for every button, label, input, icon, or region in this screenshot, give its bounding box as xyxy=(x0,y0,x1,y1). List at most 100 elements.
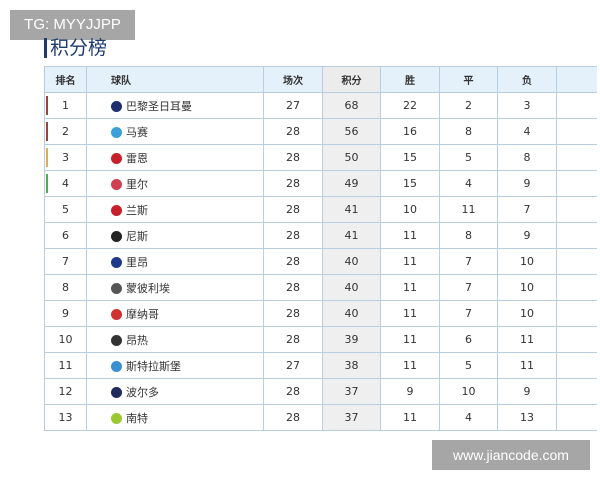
rank-cell: 6 xyxy=(44,222,87,249)
extra-cell xyxy=(556,118,597,145)
team-cell[interactable]: 雷恩 xyxy=(86,144,264,171)
wins: 15 xyxy=(380,170,440,197)
extra-cell xyxy=(556,196,597,223)
team-badge-icon xyxy=(111,230,122,242)
team-cell[interactable]: 巴黎圣日耳曼 xyxy=(86,92,264,119)
extra-cell xyxy=(556,170,597,197)
table-row[interactable]: 2 马赛 28 56 16 8 4 xyxy=(44,118,597,145)
team-badge-icon xyxy=(111,100,122,112)
team-cell[interactable]: 蒙彼利埃 xyxy=(86,274,264,301)
team-cell[interactable]: 里昂 xyxy=(86,248,264,275)
losses: 7 xyxy=(497,196,557,223)
zone-indicator xyxy=(46,174,48,193)
standings-table: 排名 球队 场次 积分 胜 平 负 1 巴黎圣日耳曼 27 68 22 2 3 … xyxy=(44,66,597,431)
team-cell[interactable]: 摩纳哥 xyxy=(86,300,264,327)
table-row[interactable]: 12 波尔多 28 37 9 10 9 xyxy=(44,378,597,405)
points: 38 xyxy=(322,352,381,379)
header-draws[interactable]: 平 xyxy=(439,66,498,93)
rank: 7 xyxy=(62,255,69,268)
team-cell[interactable]: 里尔 xyxy=(86,170,264,197)
rank-cell: 3 xyxy=(44,144,87,171)
table-row[interactable]: 7 里昂 28 40 11 7 10 xyxy=(44,248,597,275)
team-cell[interactable]: 马赛 xyxy=(86,118,264,145)
team-name[interactable]: 巴黎圣日耳曼 xyxy=(126,99,192,113)
header-wins[interactable]: 胜 xyxy=(380,66,440,93)
team-name[interactable]: 南特 xyxy=(126,411,148,425)
team-badge-icon xyxy=(111,360,122,372)
extra-cell xyxy=(556,92,597,119)
points: 50 xyxy=(322,144,381,171)
header-team[interactable]: 球队 xyxy=(86,66,264,93)
rank: 3 xyxy=(62,151,69,164)
zone-indicator xyxy=(46,148,48,167)
rank-cell: 2 xyxy=(44,118,87,145)
header-rank[interactable]: 排名 xyxy=(44,66,87,93)
team-name[interactable]: 昂热 xyxy=(126,333,148,347)
team-cell[interactable]: 昂热 xyxy=(86,326,264,353)
team-badge-icon xyxy=(111,308,122,320)
team-name[interactable]: 里尔 xyxy=(126,177,148,191)
table-header: 排名 球队 场次 积分 胜 平 负 xyxy=(44,66,597,93)
rank: 1 xyxy=(62,99,69,112)
team-cell[interactable]: 南特 xyxy=(86,404,264,431)
team-name[interactable]: 波尔多 xyxy=(126,385,159,399)
header-losses[interactable]: 负 xyxy=(497,66,557,93)
table-row[interactable]: 13 南特 28 37 11 4 13 xyxy=(44,404,597,431)
rank: 4 xyxy=(62,177,69,190)
team-cell[interactable]: 尼斯 xyxy=(86,222,264,249)
draws: 5 xyxy=(439,144,498,171)
zone-indicator xyxy=(46,122,48,141)
table-row[interactable]: 6 尼斯 28 41 11 8 9 xyxy=(44,222,597,249)
header-points[interactable]: 积分 xyxy=(322,66,381,93)
losses: 4 xyxy=(497,118,557,145)
table-row[interactable]: 3 雷恩 28 50 15 5 8 xyxy=(44,144,597,171)
draws: 7 xyxy=(439,274,498,301)
wins: 9 xyxy=(380,378,440,405)
team-name[interactable]: 雷恩 xyxy=(126,151,148,165)
team-cell[interactable]: 波尔多 xyxy=(86,378,264,405)
team-name[interactable]: 尼斯 xyxy=(126,229,148,243)
rank: 2 xyxy=(62,125,69,138)
table-row[interactable]: 8 蒙彼利埃 28 40 11 7 10 xyxy=(44,274,597,301)
table-row[interactable]: 10 昂热 28 39 11 6 11 xyxy=(44,326,597,353)
points: 40 xyxy=(322,248,381,275)
losses: 8 xyxy=(497,144,557,171)
played: 28 xyxy=(263,170,323,197)
table-row[interactable]: 1 巴黎圣日耳曼 27 68 22 2 3 xyxy=(44,92,597,119)
header-played[interactable]: 场次 xyxy=(263,66,323,93)
team-badge-icon xyxy=(111,126,122,138)
team-name[interactable]: 里昂 xyxy=(126,255,148,269)
rank-cell: 4 xyxy=(44,170,87,197)
rank: 5 xyxy=(62,203,69,216)
losses: 13 xyxy=(497,404,557,431)
watermark-top: TG: MYYJJPP xyxy=(10,10,135,40)
played: 28 xyxy=(263,300,323,327)
wins: 11 xyxy=(380,274,440,301)
team-name[interactable]: 斯特拉斯堡 xyxy=(126,359,181,373)
team-cell[interactable]: 斯特拉斯堡 xyxy=(86,352,264,379)
points: 41 xyxy=(322,222,381,249)
draws: 5 xyxy=(439,352,498,379)
team-name[interactable]: 马赛 xyxy=(126,125,148,139)
table-row[interactable]: 4 里尔 28 49 15 4 9 xyxy=(44,170,597,197)
team-name[interactable]: 摩纳哥 xyxy=(126,307,159,321)
rank: 11 xyxy=(58,359,73,372)
draws: 4 xyxy=(439,404,498,431)
team-cell[interactable]: 兰斯 xyxy=(86,196,264,223)
wins: 11 xyxy=(380,248,440,275)
played: 28 xyxy=(263,274,323,301)
table-row[interactable]: 9 摩纳哥 28 40 11 7 10 xyxy=(44,300,597,327)
losses: 11 xyxy=(497,326,557,353)
points: 56 xyxy=(322,118,381,145)
zone-indicator xyxy=(46,96,48,115)
rank: 9 xyxy=(62,307,69,320)
wins: 10 xyxy=(380,196,440,223)
points: 39 xyxy=(322,326,381,353)
played: 28 xyxy=(263,248,323,275)
team-name[interactable]: 兰斯 xyxy=(126,203,148,217)
draws: 8 xyxy=(439,118,498,145)
played: 28 xyxy=(263,196,323,223)
table-row[interactable]: 5 兰斯 28 41 10 11 7 xyxy=(44,196,597,223)
table-row[interactable]: 11 斯特拉斯堡 27 38 11 5 11 xyxy=(44,352,597,379)
team-name[interactable]: 蒙彼利埃 xyxy=(126,281,170,295)
